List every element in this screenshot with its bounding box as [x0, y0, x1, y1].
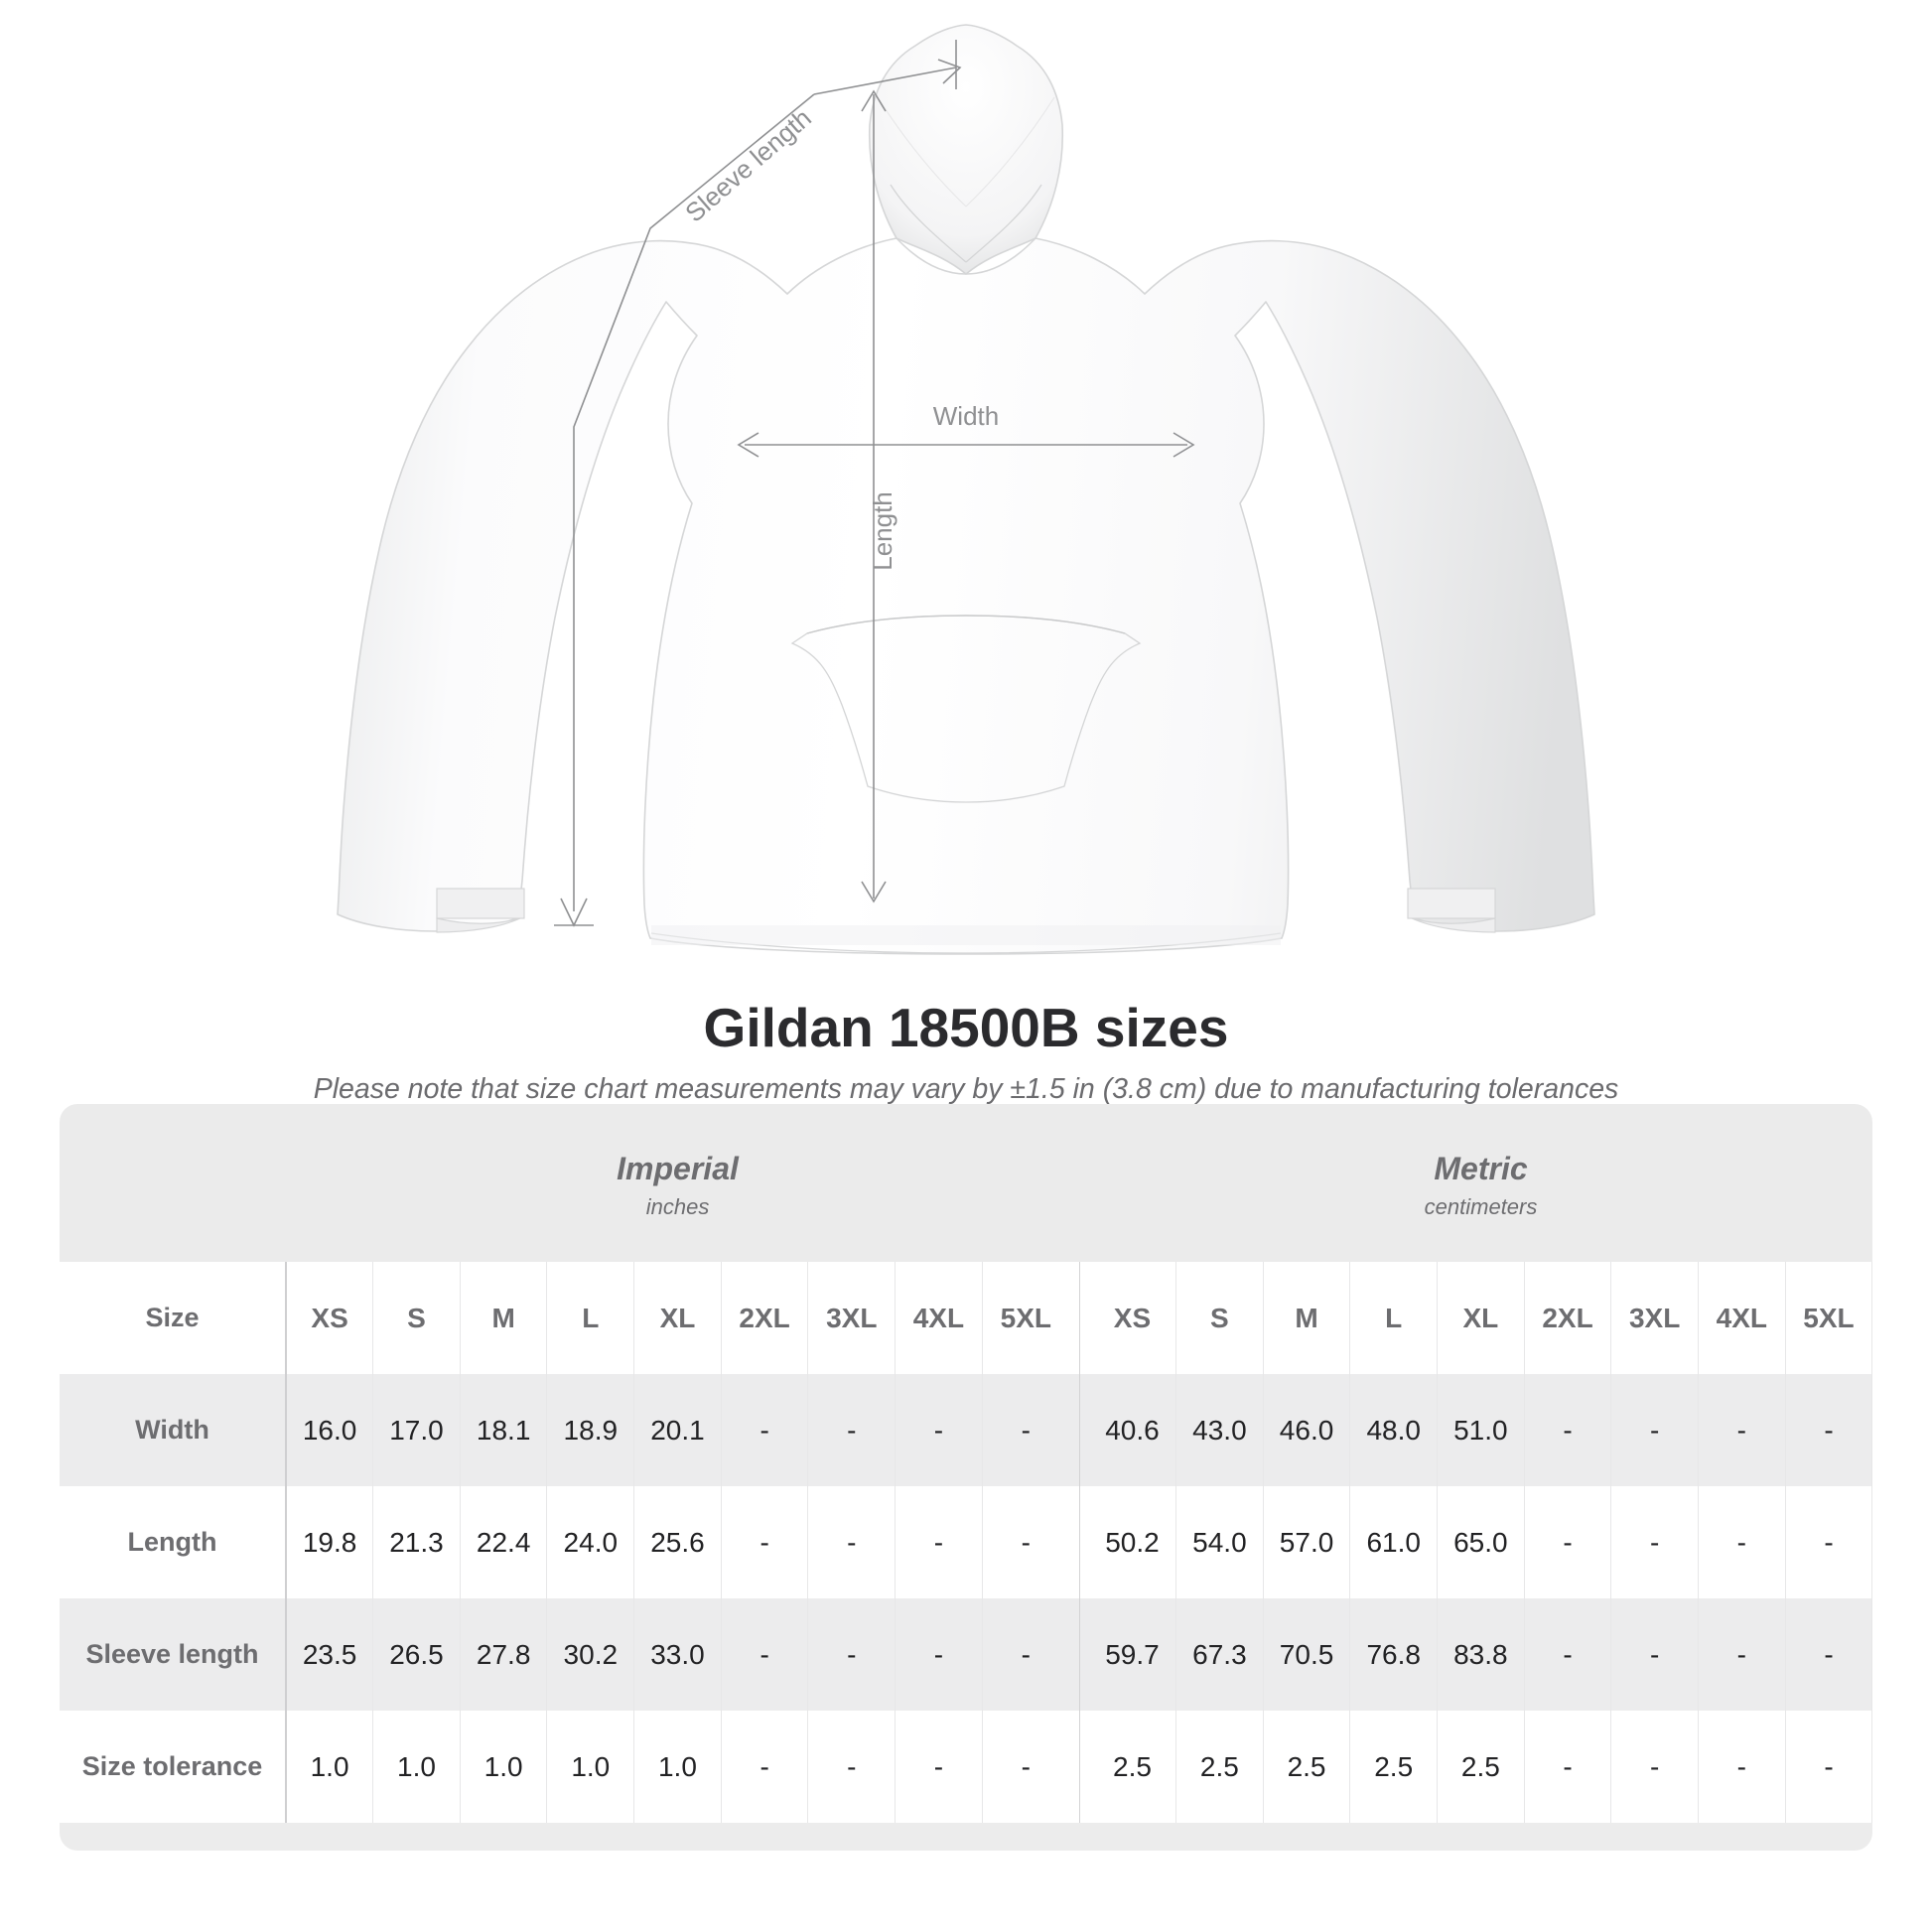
svg-text:Length: Length [868, 491, 897, 571]
svg-text:Width: Width [933, 401, 999, 431]
svg-text:Sleeve length: Sleeve length [679, 103, 817, 228]
